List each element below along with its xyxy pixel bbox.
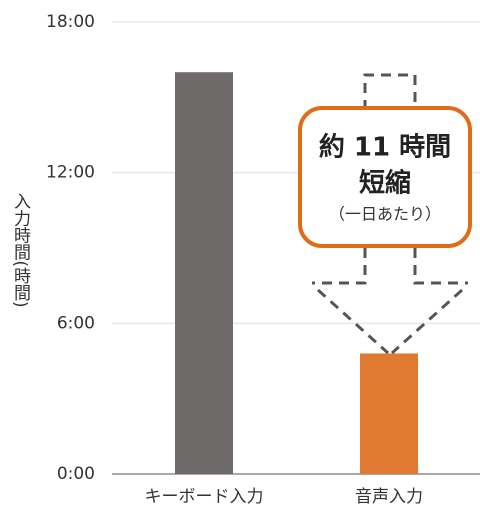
annotation-bracket (312, 73, 468, 355)
plot-area: 0:00 6:00 12:00 18:00 キーボード入力 音声入力 (46, 12, 480, 507)
arrow-left (316, 288, 390, 355)
annotation-title: 約 11 時間 (319, 132, 451, 163)
arrow-right (390, 288, 464, 355)
y-tick-label: 0:00 (57, 464, 95, 484)
y-tick-label: 18:00 (46, 12, 95, 32)
y-axis-label: 入力時間(時間) (10, 192, 31, 307)
annotation-box (298, 106, 472, 248)
x-tick-label: キーボード入力 (145, 487, 264, 507)
x-tick-label: 音声入力 (355, 487, 423, 507)
bar (360, 353, 418, 474)
bar (175, 72, 233, 474)
bracket-left (312, 248, 367, 285)
annotation: 約 11 時間 短縮 （一日あたり） (298, 73, 472, 355)
annotation-title: 短縮 (359, 168, 411, 199)
annotation-note: （一日あたり） (329, 205, 441, 224)
y-tick-label: 12:00 (46, 163, 95, 183)
bracket-top (363, 73, 417, 110)
y-tick-label: 6:00 (57, 313, 95, 333)
bracket-right (413, 248, 468, 285)
